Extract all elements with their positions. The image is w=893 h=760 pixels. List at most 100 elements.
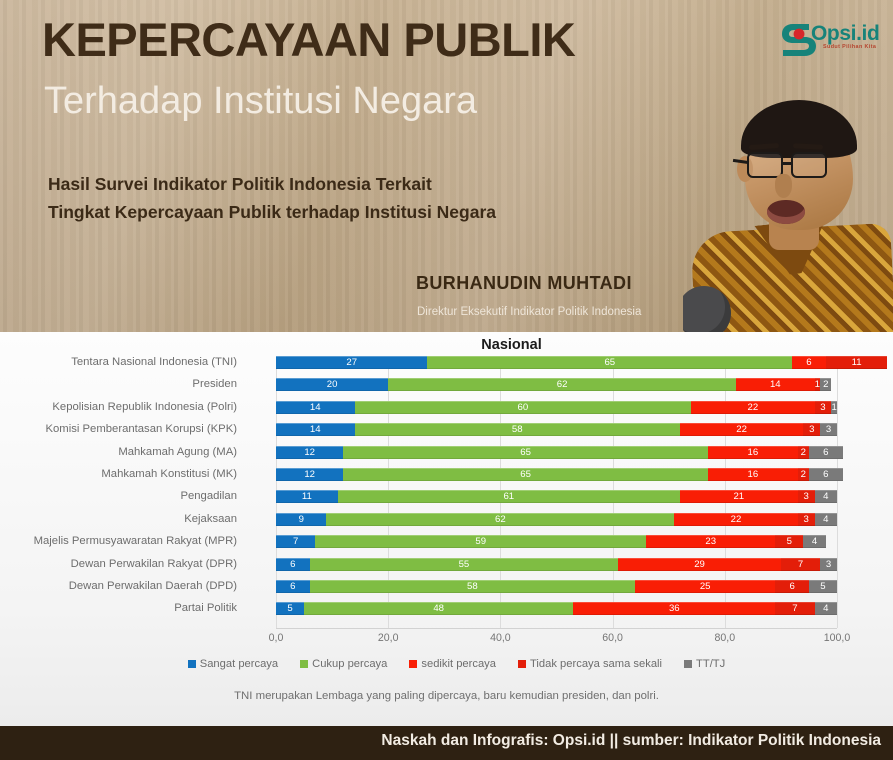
- category-label: Dewan Perwakilan Rakyat (DPR): [70, 557, 237, 570]
- legend-swatch-icon: [518, 660, 526, 668]
- x-tick-label: 100,0: [823, 632, 851, 644]
- bar-segment: 9: [276, 512, 327, 526]
- bar-segment: 4: [814, 490, 837, 504]
- bar-segment: 4: [803, 535, 826, 549]
- chart-bar-row: Mahkamah Konstitusi (MK) 12 65 16 2 6: [101, 468, 843, 481]
- category-label: Majelis Permusyawaratan Rakyat (MPR): [33, 535, 237, 548]
- chart-bar-row: Partai Politik 5 48 36 7 4: [174, 602, 837, 616]
- bar-segment: 1: [814, 378, 821, 392]
- bar-segment: 60: [354, 400, 692, 414]
- person-name: BURHANUDIN MUHTADI: [416, 273, 632, 293]
- portrait-nose: [775, 174, 792, 198]
- bar-segment: 2: [797, 468, 809, 481]
- category-label: Komisi Pemberantasan Korupsi (KPK): [45, 423, 237, 436]
- category-label: Mahkamah Agung (MA): [118, 445, 237, 458]
- portrait-photo: [683, 90, 893, 332]
- bar-segment: 7: [775, 602, 815, 616]
- chart-caption: TNI merupakan Lembaga yang paling diperc…: [234, 690, 659, 702]
- legend-label: TT/TJ: [696, 658, 726, 670]
- x-tick-label: 60,0: [602, 632, 623, 644]
- bar-segment: 3: [803, 423, 821, 437]
- legend-item[interactable]: sedikit percaya: [409, 658, 496, 670]
- chart-bar-row: Kepolisian Republik Indonesia (Polri) 14 6…: [52, 400, 837, 414]
- bar-segment: 5: [775, 535, 804, 549]
- category-label: Pengadilan: [180, 490, 237, 503]
- legend-swatch-icon: [300, 660, 309, 668]
- bar-segment: 65: [427, 356, 793, 369]
- chart-bar-row: Mahkamah Agung (MA) 12 65 16 2 6: [118, 445, 843, 459]
- bar-segment: 3: [797, 490, 815, 504]
- x-tick-label: 40,0: [490, 632, 511, 644]
- bar-segment: 48: [304, 602, 574, 616]
- chart-bar-row: Komisi Pemberantasan Korupsi (KPK) 14 58 22…: [45, 423, 837, 437]
- footer-credit: Naskah dan Infografis: Opsi.id || sumber…: [381, 732, 881, 749]
- legend-label: Sangat percaya: [199, 658, 279, 670]
- bar-segment: 21: [679, 490, 798, 504]
- legend-swatch-icon: [409, 660, 418, 668]
- bar-segment: 11: [276, 490, 338, 504]
- bar-segment: 4: [814, 602, 837, 616]
- bar-segment: 20: [276, 378, 389, 392]
- bar-segment: 23: [646, 535, 776, 549]
- bar-segment: 59: [315, 535, 647, 549]
- legend-label: Cukup percaya: [312, 658, 388, 670]
- category-label: Presiden: [192, 378, 237, 391]
- legend-item[interactable]: TT/TJ: [684, 658, 725, 670]
- bar-segment: 6: [808, 468, 843, 481]
- x-tick-label: 0,0: [268, 632, 284, 644]
- legend-swatch-icon: [187, 660, 196, 668]
- bar-segment: 14: [276, 400, 355, 414]
- bar-segment: 3: [797, 512, 815, 526]
- bar-segment: 55: [309, 557, 619, 571]
- portrait-glasses-left: [747, 152, 783, 178]
- bar-segment: 1: [831, 400, 837, 414]
- x-axis-ticks: 0,0 20,0 40,0 60,0 80,0 100,0: [269, 632, 851, 650]
- bar-segment: 65: [343, 445, 708, 459]
- bar-segment: 16: [707, 445, 798, 459]
- bar-segment: 2: [797, 445, 809, 459]
- bar-segment: 7: [276, 535, 316, 549]
- footer-bar: Naskah dan Infografis: Opsi.id || sumber…: [0, 726, 893, 760]
- bar-segment: 22: [674, 512, 798, 526]
- chart-bar-row: Presiden 20 62 14 1 2: [192, 378, 837, 392]
- bar-segment: 29: [618, 557, 781, 571]
- bar-segment: 3: [814, 400, 832, 414]
- legend-item[interactable]: Tidak percaya sama sekali: [518, 658, 662, 670]
- bar-segment: 6: [276, 580, 310, 593]
- bar-segment: 65: [343, 468, 708, 481]
- bar-segment: 14: [736, 378, 815, 392]
- header-banner: KEPERCAYAAN PUBLIK Terhadap Institusi Ne…: [0, 0, 893, 332]
- bar-segment: 3: [820, 557, 837, 571]
- bar-segment: 6: [792, 356, 826, 369]
- legend-item[interactable]: Sangat percaya: [187, 658, 279, 670]
- microphone-icon: [683, 286, 731, 332]
- legend-item[interactable]: Cukup percaya: [300, 658, 387, 670]
- bar-segment: 6: [276, 557, 310, 571]
- bar-segment: 22: [691, 400, 815, 414]
- portrait-mouth: [767, 200, 805, 224]
- bar-segment: 7: [780, 557, 821, 571]
- portrait-glasses-bridge: [782, 162, 793, 165]
- bar-segment: 36: [573, 602, 776, 616]
- bar-segment: 12: [276, 445, 344, 459]
- bar-segment: 12: [276, 468, 344, 481]
- gridline: [837, 356, 838, 628]
- chart-panel: Nasional Tentara Nasional Indonesia (TNI…: [0, 332, 893, 726]
- bar-segment: 16: [707, 468, 798, 481]
- bar-segment: 61: [337, 490, 680, 504]
- opsi-logo-mark: [782, 24, 816, 56]
- bar-segment: 6: [775, 580, 809, 593]
- opsi-logo[interactable]: Opsi.id Sudut Pilihan Kita: [779, 14, 883, 60]
- lead-line-1: Hasil Survei Indikator Politik Indonesia…: [48, 174, 432, 194]
- x-axis-line: [276, 628, 837, 629]
- opsi-logo-tagline: Sudut Pilihan Kita: [823, 44, 877, 50]
- portrait-glasses-right: [791, 152, 827, 178]
- chart-bar-row: Majelis Permusyawaratan Rakyat (MPR) 7 59 2…: [34, 535, 837, 549]
- bar-segment: 14: [276, 423, 355, 437]
- category-label: Kejaksaan: [184, 512, 237, 525]
- chart-title: Nasional: [481, 337, 542, 353]
- bar-segment: 2: [820, 378, 832, 392]
- page-subtitle: Terhadap Institusi Negara: [44, 80, 478, 122]
- x-tick-label: 80,0: [714, 632, 736, 644]
